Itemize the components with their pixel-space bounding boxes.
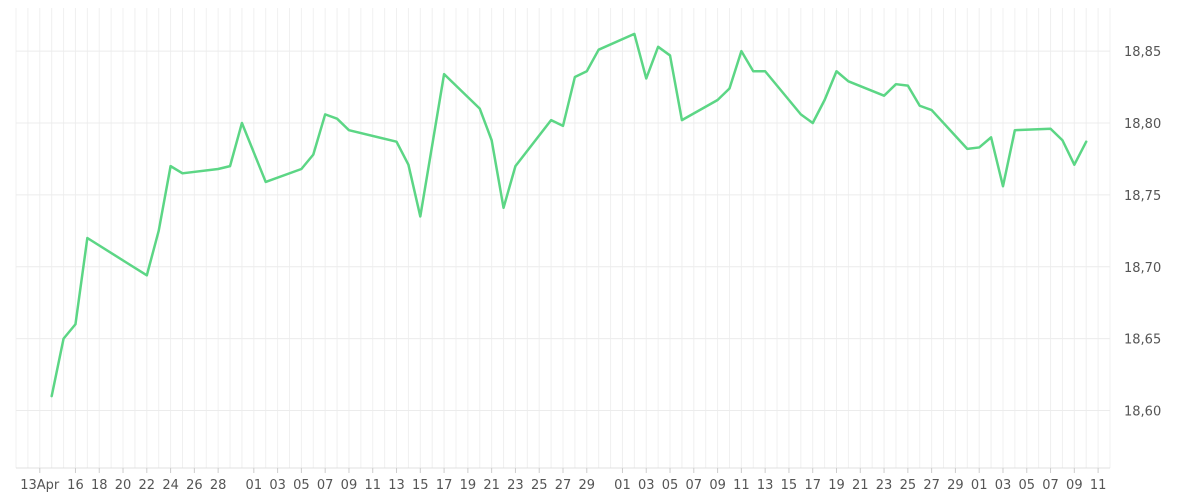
y-tick-label: 18,70: [1124, 261, 1161, 276]
x-tick-label: 26: [186, 478, 203, 493]
x-tick-label: 05: [1018, 478, 1035, 493]
y-tick-label: 18,85: [1124, 45, 1161, 60]
x-tick-label: 01: [971, 478, 988, 493]
x-tick-label: 09: [709, 478, 726, 493]
x-tick-label: 23: [876, 478, 893, 493]
series-line: [50, 32, 1088, 398]
x-tick-label: 03: [995, 478, 1012, 493]
x-tick-label: 03: [638, 478, 655, 493]
x-tick-label: 07: [317, 478, 334, 493]
y-axis-labels: 18,60 18,65 18,70 18,75 18,80 18,85: [1124, 45, 1161, 419]
x-tick-label: 29: [947, 478, 964, 493]
x-tick-label: 29: [579, 478, 596, 493]
x-tick-label: 11: [733, 478, 750, 493]
x-tick-label: 05: [293, 478, 310, 493]
x-tick-label: 13: [388, 478, 405, 493]
x-tick-label: 03: [269, 478, 286, 493]
x-tick-label: 19: [828, 478, 845, 493]
x-tick-label: 25: [900, 478, 917, 493]
x-tick-label: 01: [614, 478, 631, 493]
x-tick-label: 15: [781, 478, 798, 493]
y-tick-label: 18,65: [1124, 333, 1161, 348]
x-tick-label: 20: [115, 478, 132, 493]
x-tick-label: 21: [852, 478, 869, 493]
grid: [15, 8, 1111, 468]
y-tick-label: 18,60: [1124, 405, 1161, 420]
x-tick-label: 01: [246, 478, 263, 493]
x-tick-label: 11: [364, 478, 381, 493]
x-tick-label: 15: [412, 478, 429, 493]
x-tick-label: 24: [162, 478, 179, 493]
x-tick-label: 09: [341, 478, 358, 493]
x-tick-label: 17: [804, 478, 821, 493]
y-tick-label: 18,80: [1124, 117, 1161, 132]
x-tick-label: 09: [1066, 478, 1083, 493]
series-layer: [50, 32, 1088, 398]
x-tick-label: 13: [757, 478, 774, 493]
x-tick-label: 22: [139, 478, 156, 493]
x-tick-label: 27: [923, 478, 940, 493]
x-tick-label: 23: [507, 478, 524, 493]
x-tick-label: 28: [210, 478, 227, 493]
x-tick-label: 07: [686, 478, 703, 493]
x-tick-label: 13Apr: [20, 478, 60, 493]
x-tick-label: 21: [483, 478, 500, 493]
x-tick-label: 19: [460, 478, 477, 493]
x-axis-labels: 13Apr 16 18 20 22 24 26 28 01 03 05 07 09 11 13 15 17 19 2…: [20, 478, 1106, 493]
x-tick-label: 27: [555, 478, 572, 493]
x-tick-label: 17: [436, 478, 453, 493]
x-tick-label: 25: [531, 478, 548, 493]
y-tick-label: 18,75: [1124, 189, 1161, 204]
x-tick-label: 05: [662, 478, 679, 493]
axes: [16, 467, 1110, 473]
x-tick-label: 11: [1090, 478, 1107, 493]
x-tick-label: 18: [91, 478, 108, 493]
x-tick-label: 16: [67, 478, 84, 493]
x-tick-label: 07: [1042, 478, 1059, 493]
